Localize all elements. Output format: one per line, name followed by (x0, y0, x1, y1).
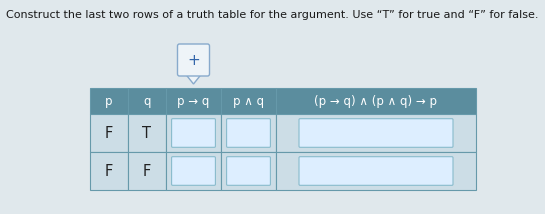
Text: F: F (105, 163, 113, 178)
Text: q: q (143, 95, 151, 107)
FancyBboxPatch shape (227, 119, 270, 147)
Bar (276, 114, 476, 152)
FancyBboxPatch shape (172, 157, 215, 185)
Bar (90, 114, 128, 152)
Bar (166, 152, 221, 190)
Bar (221, 114, 276, 152)
Text: F: F (143, 163, 151, 178)
Bar (166, 88, 221, 114)
Text: p ∧ q: p ∧ q (233, 95, 264, 107)
Bar (221, 152, 276, 190)
Bar (128, 152, 166, 190)
Text: F: F (105, 125, 113, 141)
Text: Construct the last two rows of a truth table for the argument. Use “T” for true : Construct the last two rows of a truth t… (6, 10, 539, 20)
Text: T: T (142, 125, 152, 141)
FancyBboxPatch shape (227, 157, 270, 185)
Bar (90, 88, 128, 114)
FancyBboxPatch shape (299, 119, 453, 147)
Text: (p → q) ∧ (p ∧ q) → p: (p → q) ∧ (p ∧ q) → p (314, 95, 438, 107)
Bar (276, 152, 476, 190)
Bar (128, 88, 166, 114)
FancyBboxPatch shape (178, 44, 209, 76)
Bar (128, 114, 166, 152)
Polygon shape (185, 74, 202, 84)
Bar (276, 88, 476, 114)
Text: +: + (187, 52, 200, 67)
Bar (166, 114, 221, 152)
Text: p → q: p → q (177, 95, 210, 107)
FancyBboxPatch shape (172, 119, 215, 147)
Bar (90, 152, 128, 190)
Bar (221, 88, 276, 114)
Text: p: p (105, 95, 113, 107)
FancyBboxPatch shape (299, 157, 453, 185)
